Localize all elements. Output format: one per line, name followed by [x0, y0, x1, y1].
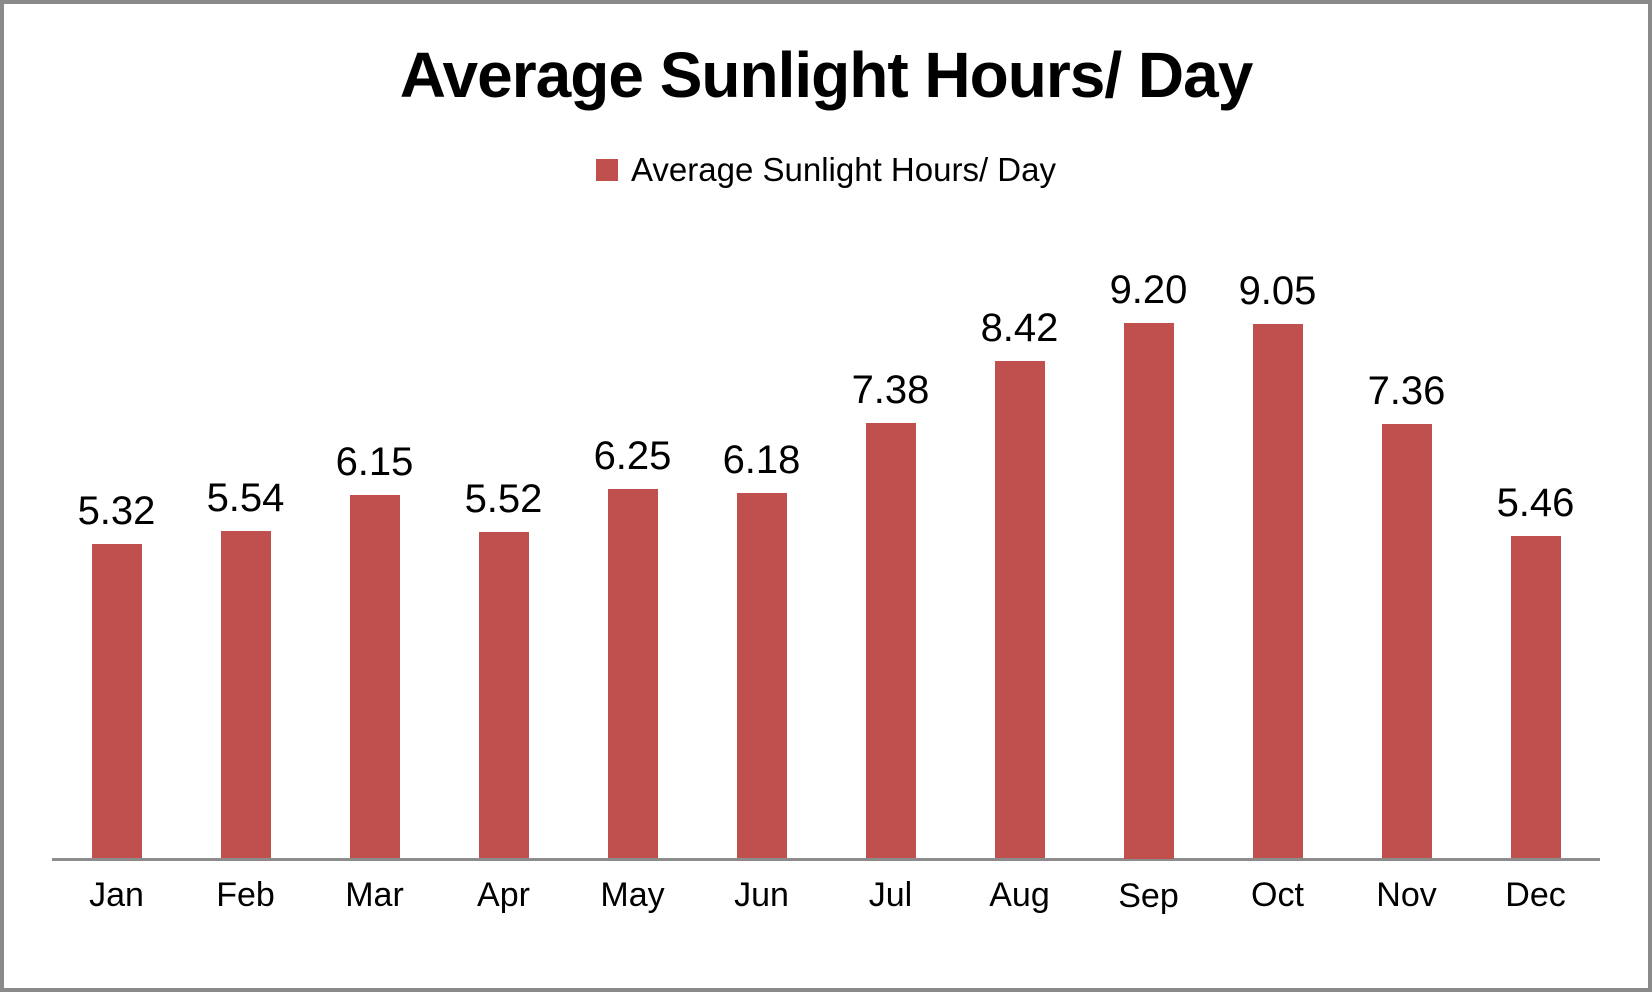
bar[interactable] [607, 489, 658, 858]
x-axis-tick-label: Apr [477, 876, 530, 914]
bar-value-label: 5.54 [206, 476, 285, 520]
x-axis-tick-label: May [600, 876, 665, 914]
bar-column: 8.42 Aug [955, 268, 1084, 928]
chart-title[interactable]: Average Sunlight Hours/ Day [399, 39, 1254, 111]
bar-value-label: 9.05 [1238, 269, 1317, 313]
x-axis-tick-label: Dec [1505, 876, 1566, 914]
x-axis-tick-label: Feb [216, 876, 275, 914]
x-axis-tick-label: Jul [868, 876, 913, 914]
plot-area: 5.32 Jan 5.54 Feb 6.15 Mar 5.52 Apr 6.25… [52, 268, 1600, 928]
bars-row: 5.32 Jan 5.54 Feb 6.15 Mar 5.52 Apr 6.25… [52, 268, 1600, 928]
x-axis-tick-label: Aug [989, 876, 1050, 914]
bar[interactable] [478, 532, 529, 858]
bar-column: 6.25 May [568, 268, 697, 928]
bar-column: 5.54 Feb [181, 268, 310, 928]
x-axis-tick-label: Oct [1251, 876, 1304, 914]
x-axis-line [52, 858, 1600, 861]
bar-column: 9.20 Sep [1084, 268, 1213, 928]
legend[interactable]: Average Sunlight Hours/ Day [4, 148, 1648, 192]
bar[interactable] [1252, 324, 1303, 858]
bar[interactable] [736, 493, 787, 858]
bar[interactable] [349, 495, 400, 858]
x-axis-tick-label: Mar [345, 876, 404, 914]
x-axis-tick-label: Nov [1376, 876, 1437, 914]
bar-value-label: 5.52 [464, 477, 543, 521]
bar-value-label: 5.46 [1496, 481, 1575, 525]
bar-column: 6.15 Mar [310, 268, 439, 928]
bar-column: 6.18 Jun [697, 268, 826, 928]
bar[interactable] [91, 544, 142, 858]
x-axis-tick-label: Jan [89, 876, 144, 914]
bar[interactable] [220, 531, 271, 858]
legend-swatch-icon [596, 159, 619, 181]
bar-value-label: 5.32 [77, 489, 156, 533]
bar-value-label: 8.42 [980, 306, 1059, 350]
bar[interactable] [994, 361, 1045, 858]
bar-value-label: 7.36 [1367, 369, 1446, 413]
bar-column: 5.32 Jan [52, 268, 181, 928]
bar[interactable] [1381, 424, 1432, 858]
bar-column: 7.38 Jul [826, 268, 955, 928]
x-axis-tick-label: Sep [1118, 876, 1179, 915]
bar-column: 5.52 Apr [439, 268, 568, 928]
bar[interactable] [865, 423, 916, 858]
bar-value-label: 7.38 [851, 368, 930, 412]
x-axis-tick-label: Jun [734, 876, 789, 914]
bar-column: 9.05 Oct [1213, 268, 1342, 928]
bar-value-label: 6.25 [593, 434, 672, 478]
bar-column: 5.46 Dec [1471, 268, 1600, 928]
bar-column: 7.36 Nov [1342, 268, 1471, 928]
bar[interactable] [1123, 323, 1174, 859]
bar-value-label: 9.20 [1109, 268, 1188, 312]
legend-label: Average Sunlight Hours/ Day [631, 151, 1056, 188]
bar[interactable] [1510, 536, 1561, 858]
bar-value-label: 6.18 [722, 438, 801, 482]
bar-value-label: 6.15 [335, 440, 414, 484]
